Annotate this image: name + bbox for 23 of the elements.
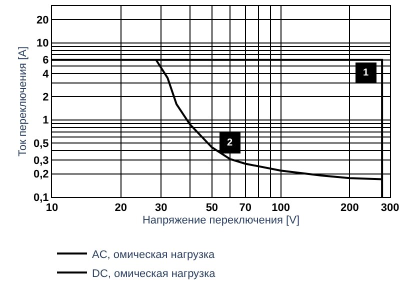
y-tick-label: 0,1 — [34, 192, 49, 204]
y-tick-label: 1 — [42, 114, 49, 127]
x-tick-label: 200 — [340, 202, 359, 214]
x-tick-label: 70 — [239, 202, 252, 214]
x-tick-label: 20 — [114, 202, 128, 214]
x-tick-label: 100 — [272, 202, 290, 214]
legend-label: DC, омическая нагрузка — [92, 268, 216, 280]
x-tick-label: 300 — [380, 202, 400, 214]
x-tick-label: 30 — [155, 202, 168, 214]
x-axis-title: Напряжение переключения [V] — [142, 214, 300, 226]
y-tick-label: 0,2 — [34, 168, 49, 181]
legend-label: AC, омическая нагрузка — [92, 248, 216, 261]
annotation: 1 — [363, 68, 369, 78]
annotation: 2 — [227, 138, 233, 148]
y-tick-label: 2 — [42, 92, 49, 104]
y-tick-label: 0,3 — [34, 155, 49, 168]
y-tick-label: 6 — [42, 54, 49, 67]
x-tick-label: 50 — [206, 202, 218, 214]
y-tick-label: 4 — [42, 68, 50, 80]
y-axis-title: Ток переключения [A] — [17, 46, 30, 157]
y-tick-label: 0,5 — [34, 138, 49, 150]
y-tick-label: 20 — [36, 14, 49, 26]
y-tick-label: 10 — [36, 38, 49, 50]
